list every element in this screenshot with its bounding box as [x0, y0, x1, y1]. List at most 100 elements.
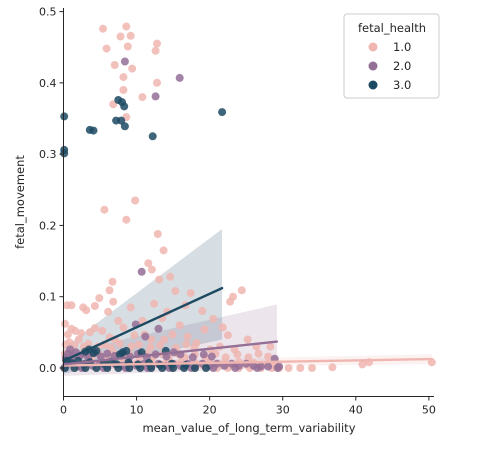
data-point — [151, 46, 160, 55]
data-point — [67, 301, 76, 310]
data-point — [61, 319, 69, 328]
data-point — [122, 346, 131, 355]
data-point — [114, 364, 123, 372]
legend: fetal_health 1.0 2.0 3.0 — [343, 13, 440, 99]
data-point — [160, 335, 169, 344]
data-point — [141, 332, 150, 341]
y-tick-label: 0.4 — [39, 77, 57, 90]
data-point — [153, 230, 162, 238]
data-point — [110, 61, 119, 69]
data-point — [60, 149, 69, 158]
data-point — [186, 289, 195, 298]
x-tick-label: 30 — [276, 404, 290, 417]
data-point — [120, 122, 129, 131]
regression-line-3 — [62, 286, 224, 363]
data-point — [103, 364, 112, 372]
data-point — [168, 330, 177, 339]
regression-lines — [62, 286, 434, 367]
data-point — [218, 108, 227, 117]
data-point — [136, 364, 145, 372]
data-point — [125, 364, 134, 372]
data-point — [202, 364, 210, 372]
data-point — [182, 340, 191, 349]
data-point — [63, 330, 72, 339]
data-point — [180, 364, 189, 372]
data-point — [158, 364, 167, 372]
data-point — [102, 44, 111, 53]
data-point — [134, 340, 143, 349]
data-point — [254, 349, 263, 358]
legend-frame — [343, 13, 440, 99]
data-point — [296, 364, 305, 372]
legend-title: fetal_health — [358, 21, 426, 35]
data-point — [150, 299, 159, 308]
data-point — [120, 57, 129, 66]
axes — [63, 8, 434, 397]
data-point — [82, 306, 91, 315]
data-point — [223, 331, 232, 340]
x-tick-label: 40 — [349, 404, 363, 417]
data-point — [74, 335, 83, 344]
data-point — [119, 86, 128, 94]
data-point — [264, 352, 273, 361]
data-point — [169, 364, 178, 372]
data-point — [207, 352, 216, 361]
legend-entry-label: 1.0 — [393, 40, 411, 54]
y-axis-label: fetal_movement — [13, 155, 27, 249]
data-point — [119, 323, 128, 332]
data-point — [147, 364, 156, 372]
data-point — [273, 364, 282, 372]
data-point — [128, 64, 137, 73]
data-point — [96, 352, 105, 361]
data-point — [153, 78, 161, 87]
data-point — [109, 297, 118, 306]
data-point — [90, 302, 99, 310]
data-point — [147, 265, 156, 274]
data-point — [137, 267, 146, 276]
data-point — [243, 335, 252, 344]
data-point — [155, 275, 164, 284]
data-point — [130, 331, 139, 340]
legend-entry-label: 2.0 — [393, 59, 411, 73]
data-point — [137, 348, 146, 357]
data-point — [105, 286, 114, 295]
legend-marker — [368, 61, 378, 71]
data-point — [175, 73, 184, 82]
data-point — [119, 73, 128, 82]
data-point — [218, 323, 227, 332]
data-point — [266, 342, 275, 351]
data-point — [244, 353, 253, 362]
data-point — [253, 364, 262, 372]
y-tick-label: 0.5 — [39, 6, 57, 19]
y-tick-label: 0.3 — [39, 148, 57, 161]
data-point — [148, 132, 157, 141]
data-point — [166, 272, 175, 281]
data-point — [90, 324, 99, 333]
y-tick-label: 0.2 — [39, 219, 57, 232]
data-point — [126, 31, 135, 40]
data-point — [117, 116, 126, 125]
y-tick-label: 0.0 — [39, 362, 57, 375]
axis-ticks: 0 10 20 30 40 50 0.0 0.1 0.2 0.3 0.4 0.5 — [39, 6, 436, 417]
data-point — [237, 286, 246, 295]
data-point — [131, 196, 140, 205]
data-point — [233, 350, 242, 359]
x-tick-label: 10 — [130, 404, 144, 417]
data-point — [209, 364, 218, 372]
data-point — [242, 359, 251, 368]
data-point — [188, 353, 197, 362]
data-point — [120, 102, 129, 111]
legend-marker — [368, 80, 378, 90]
data-point — [264, 362, 273, 371]
data-point — [122, 215, 131, 224]
data-point — [114, 316, 123, 325]
data-point — [77, 329, 85, 338]
data-point — [308, 364, 316, 372]
data-point — [328, 363, 337, 372]
x-tick-label: 0 — [60, 404, 67, 417]
legend-entries: 1.0 2.0 3.0 — [368, 40, 411, 92]
data-point — [154, 324, 163, 333]
data-point — [144, 259, 153, 268]
data-point — [108, 277, 117, 286]
